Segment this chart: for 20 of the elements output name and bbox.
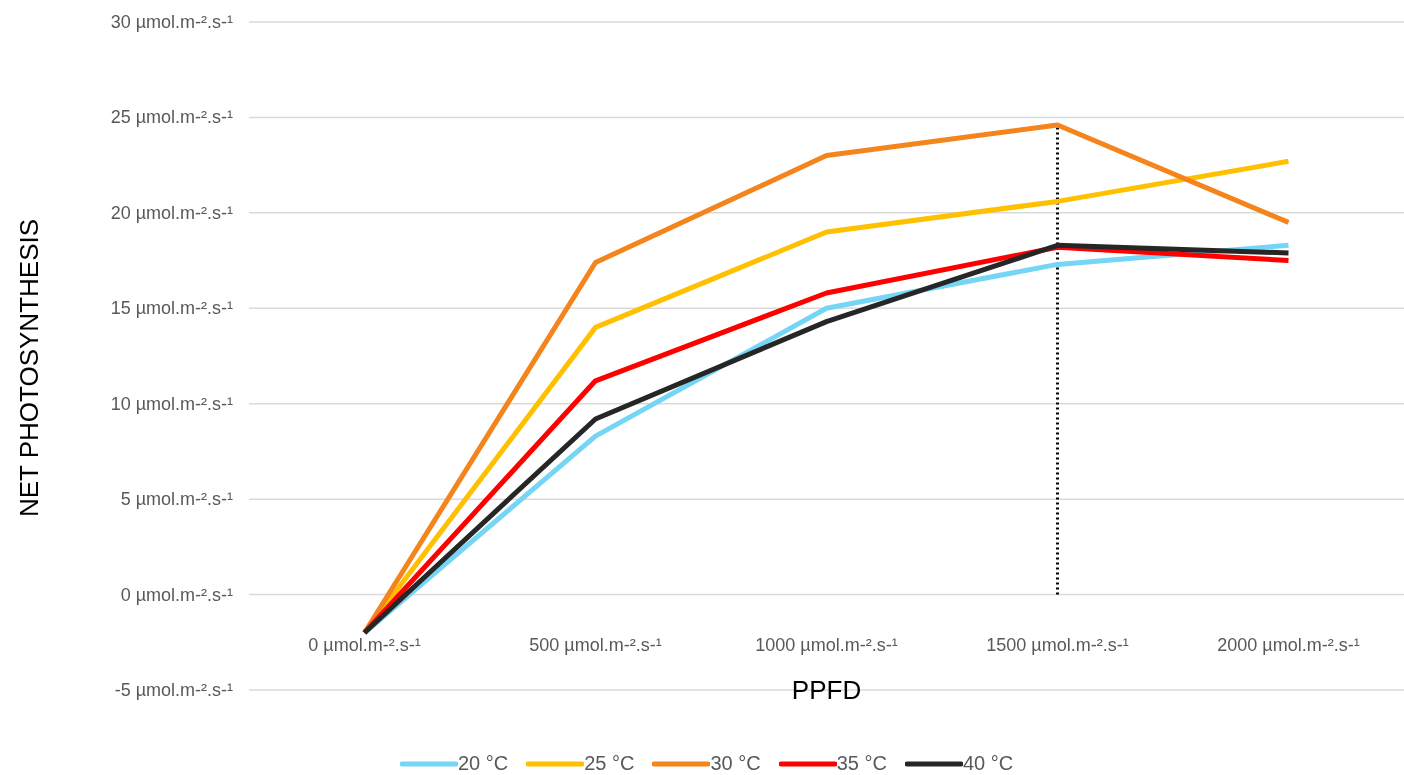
y-tick-label: 15 µmol.m-².s-¹: [110, 298, 233, 319]
x-tick-label: 1000 µmol.m-².s-¹: [755, 635, 898, 656]
legend-label: 35 °C: [836, 752, 887, 775]
x-tick-label: 1500 µmol.m-².s-¹: [986, 635, 1129, 656]
y-axis-title: NET PHOTOSYNTHESIS: [14, 218, 44, 518]
y-tick-label: -5 µmol.m-².s-¹: [114, 680, 233, 700]
x-tick-label: 0 µmol.m-².s-¹: [308, 635, 421, 656]
y-tick-label: 30 µmol.m-².s-¹: [110, 12, 233, 32]
x-tick-label: 2000 µmol.m-².s-¹: [1217, 635, 1360, 656]
y-tick-label: 5 µmol.m-².s-¹: [120, 489, 234, 510]
y-tick-label: 25 µmol.m-².s-¹: [110, 107, 233, 128]
y-tick-label: 0 µmol.m-².s-¹: [120, 584, 234, 605]
x-tick-label: 500 µmol.m-².s-¹: [529, 635, 662, 656]
x-axis-title: PPFD: [791, 675, 862, 706]
legend-label: 30 °C: [710, 752, 761, 775]
legend-label: 40 °C: [962, 752, 1014, 775]
y-tick-label: 10 µmol.m-².s-¹: [110, 393, 233, 414]
legend-label: 20 °C: [457, 752, 509, 775]
y-tick-label: 20 µmol.m-².s-¹: [110, 202, 233, 223]
legend-label: 25 °C: [584, 752, 635, 775]
